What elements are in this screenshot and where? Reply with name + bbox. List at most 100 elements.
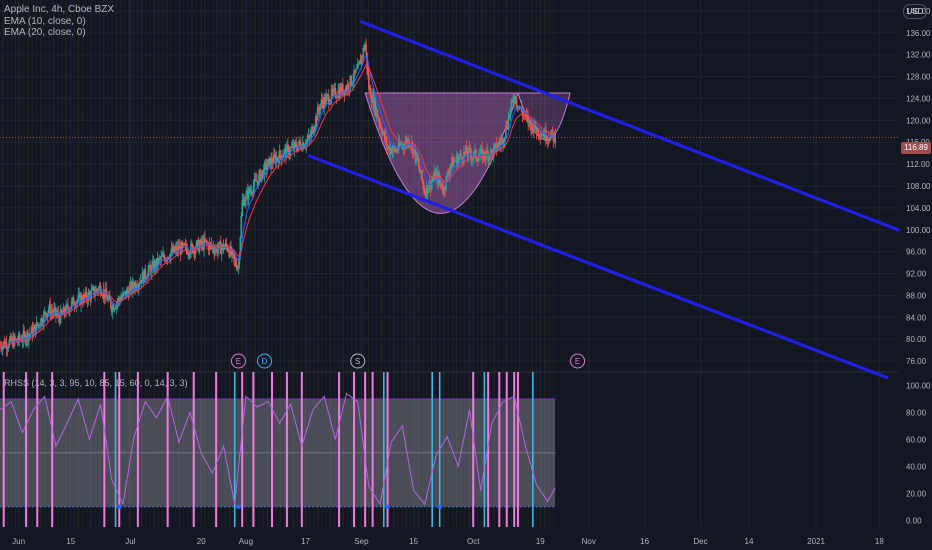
candle-body — [207, 243, 210, 250]
candle-body — [209, 242, 212, 244]
candle-body — [188, 253, 190, 256]
time-tick-label: 19 — [536, 537, 545, 546]
candle-body — [76, 300, 79, 303]
candle-body — [415, 153, 418, 161]
candle-body — [134, 283, 136, 290]
candle-body — [320, 99, 323, 105]
candle-body — [337, 90, 339, 98]
candle-body — [14, 336, 16, 340]
candle-body — [529, 119, 531, 124]
candle-body — [331, 89, 334, 92]
candle-body — [432, 179, 434, 181]
candle-body — [181, 242, 184, 246]
candle-body — [298, 140, 300, 146]
candle-body — [100, 293, 103, 296]
candle-body — [234, 260, 237, 266]
price-tick-label: 96.00 — [906, 248, 927, 257]
candle-body — [170, 248, 173, 254]
event-marker-label: E — [236, 357, 241, 366]
candle-body — [56, 314, 58, 316]
candle-body — [273, 154, 275, 164]
candle-body — [426, 184, 429, 194]
candle-body — [419, 169, 421, 174]
price-tick-label: 108.00 — [906, 182, 931, 191]
candle-body — [374, 99, 377, 116]
candle-body — [379, 123, 381, 125]
candle-body — [490, 149, 492, 158]
candle-body — [397, 141, 400, 150]
candle-body — [11, 338, 13, 342]
candle-body — [29, 333, 31, 335]
candle-body — [246, 190, 248, 194]
candle-body — [10, 335, 12, 342]
candle-body — [42, 312, 45, 324]
candle-body — [48, 304, 51, 310]
time-tick-label: Jul — [125, 537, 135, 546]
candle-body — [365, 43, 367, 53]
rhss-buy-marker — [236, 504, 241, 509]
time-tick-label: 20 — [197, 537, 206, 546]
candle-body — [422, 179, 424, 185]
candle-body — [313, 130, 315, 134]
candle-body — [157, 258, 160, 266]
candle-body — [316, 107, 319, 121]
candle-body — [457, 158, 460, 166]
currency-unit-button[interactable]: USD — [903, 4, 927, 19]
candle-body — [126, 289, 129, 292]
price-tick-label: 92.00 — [906, 270, 927, 279]
candle-body — [175, 246, 177, 250]
ema20-legend: EMA (20, close, 0) — [4, 27, 86, 38]
candle-body — [551, 129, 554, 134]
candle-body — [52, 312, 54, 314]
candle-body — [458, 156, 461, 159]
candle-body — [442, 186, 445, 192]
rhss-buy-marker — [117, 504, 122, 509]
candle-body — [59, 309, 62, 324]
candle-body — [535, 128, 538, 133]
candle-body — [460, 153, 462, 157]
candle-body — [40, 318, 42, 327]
candle-body — [480, 148, 483, 150]
candle-body — [143, 268, 146, 283]
candle-body — [193, 248, 196, 254]
candle-body — [167, 257, 170, 259]
candle-body — [412, 149, 415, 154]
candle-body — [269, 157, 271, 168]
candle-body — [75, 302, 78, 307]
candle-body — [518, 106, 521, 109]
candle-body — [78, 293, 80, 295]
candle-body — [17, 334, 20, 342]
candle-body — [454, 161, 457, 162]
candle-body — [87, 292, 90, 302]
candle-body — [549, 134, 552, 141]
candle-body — [433, 172, 435, 180]
candle-body — [452, 161, 455, 168]
candle-body — [327, 95, 329, 96]
candle-body — [115, 303, 118, 309]
candle-body — [50, 311, 53, 316]
candle-body — [431, 180, 434, 183]
candle-body — [548, 139, 551, 141]
candle-body — [151, 264, 153, 274]
candle-body — [315, 116, 318, 121]
price-tick-label: 120.00 — [906, 116, 931, 125]
candle-body — [111, 305, 114, 313]
candle-body — [106, 295, 108, 301]
candle-body — [510, 100, 513, 109]
candle-body — [93, 287, 95, 296]
time-tick-label: 18 — [875, 537, 884, 546]
candle-body — [132, 281, 135, 288]
candle-body — [240, 216, 243, 238]
candle-body — [486, 149, 488, 153]
candle-body — [347, 84, 350, 90]
candle-body — [110, 300, 112, 309]
candle-body — [141, 272, 144, 283]
candle-body — [394, 148, 396, 152]
candle-body — [252, 186, 255, 194]
chart-legend: Apple Inc, 4h, Cboe BZX EMA (10, close, … — [4, 4, 114, 39]
candle-body — [150, 267, 152, 274]
candle-body — [416, 153, 419, 160]
candle-body — [508, 115, 511, 117]
candle-body — [357, 63, 360, 65]
